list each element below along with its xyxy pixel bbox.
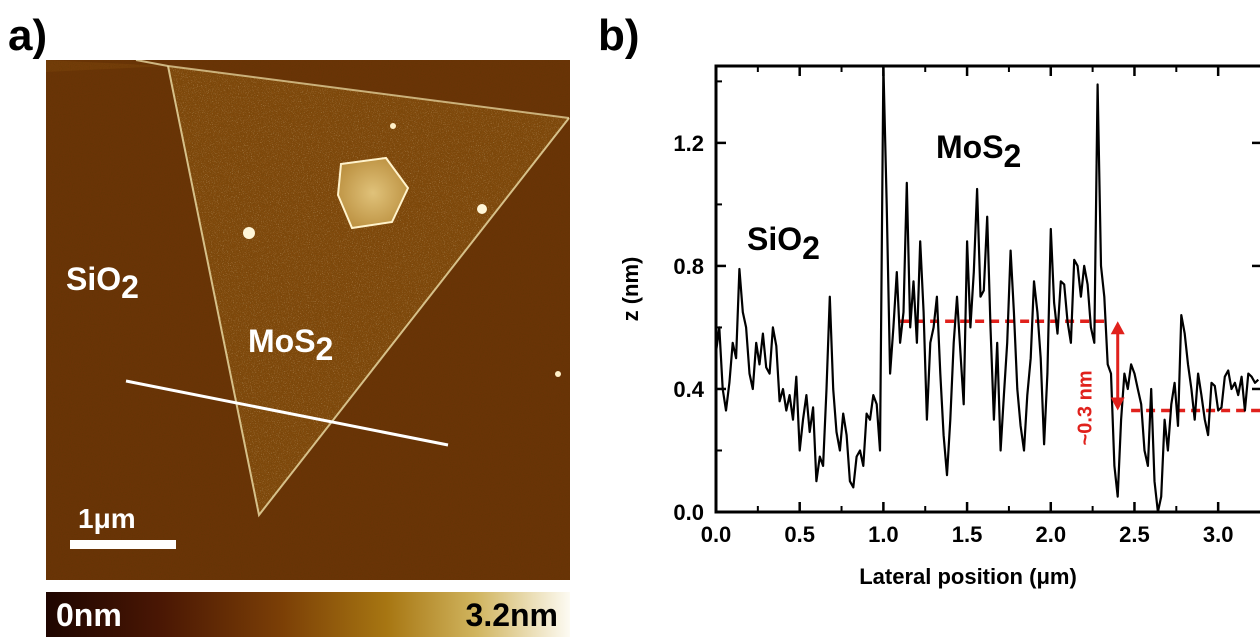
y-tick-label: 0.0 — [673, 500, 704, 525]
scalebar — [70, 540, 176, 549]
x-tick-label: 2.0 — [1035, 522, 1066, 547]
arrow-head-up — [1110, 321, 1125, 335]
x-axis-label: Lateral position (μm) — [859, 564, 1077, 589]
x-tick-label: 0.0 — [701, 522, 732, 547]
flake-edge — [167, 65, 570, 518]
colorbar-max-label: 3.2nm — [465, 597, 558, 633]
height-profile-chart: 0.0 0.5 1.0 1.5 2.0 2.5 3.0 0.0 0.4 0.8 1.2 Later… — [618, 64, 1260, 589]
x-tick-label: 1.5 — [952, 522, 983, 547]
sio2-label: SiO — [66, 261, 121, 297]
particle-dot — [390, 123, 396, 129]
svg-text:SiO2: SiO2 — [66, 261, 139, 305]
x-tick-label: 0.5 — [784, 522, 815, 547]
plot-frame — [714, 64, 1260, 514]
height-colorbar: 0nm 3.2nm — [46, 592, 570, 637]
step-height-annotation: ~0.3 nm — [1075, 370, 1097, 445]
svg-text:MoS2: MoS2 — [936, 129, 1021, 174]
y-tick-label: 1.2 — [673, 131, 704, 156]
height-profile-line — [714, 64, 1260, 514]
afm-image: SiO2 MoS2 1μm — [46, 60, 570, 580]
profile-line — [125, 379, 449, 447]
svg-text:SiO2: SiO2 — [747, 221, 820, 266]
particle-dot — [555, 371, 561, 377]
y-tick-label: 0.8 — [673, 254, 704, 279]
chart-sio2-subscript: 2 — [802, 230, 820, 266]
x-tick-label: 3.0 — [1203, 522, 1234, 547]
chart-mos2-subscript: 2 — [1004, 138, 1022, 174]
hexagonal-particle — [336, 156, 410, 230]
mos2-label: MoS — [248, 323, 316, 359]
sio2-subscript: 2 — [121, 269, 139, 305]
svg-text:MoS2: MoS2 — [248, 323, 333, 367]
panel-b-label: b) — [598, 11, 640, 60]
arrow-head-down — [1110, 397, 1125, 411]
scalebar-label: 1μm — [78, 503, 136, 534]
x-tick-label: 2.5 — [1119, 522, 1150, 547]
colorbar-min-label: 0nm — [56, 597, 122, 633]
chart-sio2-label: SiO — [747, 221, 802, 257]
x-tick-label: 1.0 — [868, 522, 899, 547]
y-axis-label: z (nm) — [618, 257, 643, 322]
particle-dot — [243, 227, 255, 239]
particle-dot — [477, 204, 487, 214]
chart-mos2-label: MoS — [936, 129, 1004, 165]
y-tick-label: 0.4 — [673, 377, 704, 402]
mos2-subscript: 2 — [316, 331, 334, 367]
step-height-arrow — [1110, 321, 1125, 411]
panel-a-label: a) — [8, 11, 48, 60]
